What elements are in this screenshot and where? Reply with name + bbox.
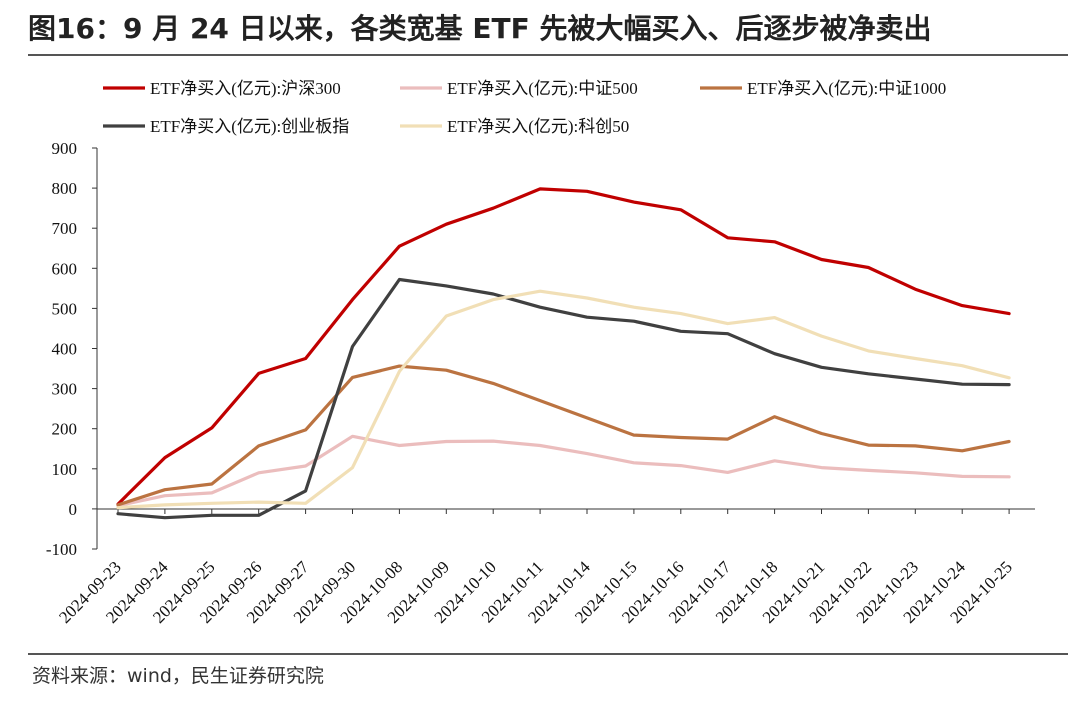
series-line-4 [116, 289, 1011, 510]
legend-item-1: ETF净买入(亿元):中证500 [400, 79, 638, 98]
line-chart: ETF净买入(亿元):沪深300 ETF净买入(亿元):中证500 ETF净买入(亿… [46, 79, 1035, 627]
y-tick-label: 700 [52, 219, 78, 238]
y-tick-label: 600 [52, 259, 78, 278]
legend-label: ETF净买入(亿元):中证1000 [747, 79, 946, 98]
series-line-3 [116, 277, 1011, 520]
y-tick-label: 300 [52, 380, 78, 399]
legend-item-0: ETF净买入(亿元):沪深300 [103, 79, 341, 98]
y-tick-label: 0 [69, 500, 78, 519]
footer-divider [28, 653, 1068, 655]
y-tick-label: 900 [52, 139, 78, 158]
legend-label: ETF净买入(亿元):科创50 [447, 117, 629, 136]
y-tick-label: 800 [52, 179, 78, 198]
chart-axes: -10001002003004005006007008009002024-09-… [46, 139, 1035, 627]
legend-label: ETF净买入(亿元):沪深300 [150, 79, 341, 98]
y-tick-label: 200 [52, 420, 78, 439]
series-line-2 [116, 364, 1011, 507]
legend-label: ETF净买入(亿元):创业板指 [150, 117, 349, 136]
y-tick-label: 500 [52, 299, 78, 318]
chart-title: 图16：9 月 24 日以来，各类宽基 ETF 先被大幅买入、后逐步被净卖出 [28, 12, 932, 45]
legend-item-4: ETF净买入(亿元):科创50 [400, 117, 629, 136]
series-line-1 [116, 434, 1011, 508]
legend-label: ETF净买入(亿元):中证500 [447, 79, 638, 98]
chart-series [116, 187, 1011, 520]
legend-item-2: ETF净买入(亿元):中证1000 [700, 79, 946, 98]
chart-legend: ETF净买入(亿元):沪深300 ETF净买入(亿元):中证500 ETF净买入(亿… [103, 79, 946, 136]
y-tick-label: 400 [52, 340, 78, 359]
legend-item-3: ETF净买入(亿元):创业板指 [103, 117, 349, 136]
title-divider [28, 54, 1068, 56]
y-tick-label: -100 [46, 540, 77, 559]
source-note: 资料来源：wind，民生证券研究院 [32, 665, 324, 687]
series-line-0 [116, 187, 1011, 506]
y-tick-label: 100 [52, 460, 78, 479]
